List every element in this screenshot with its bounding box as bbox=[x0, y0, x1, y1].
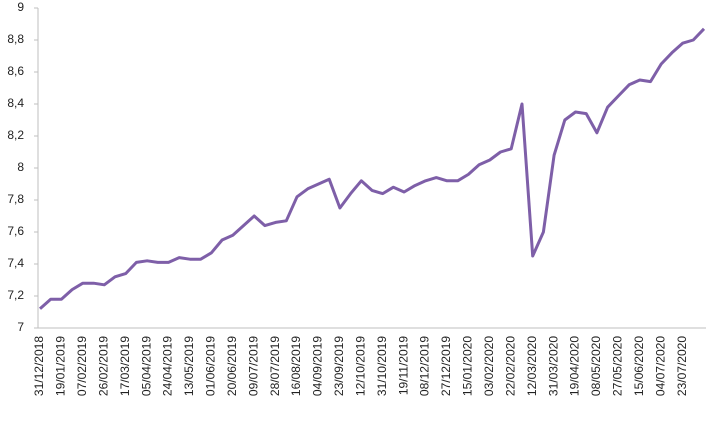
x-tick-label: 31/03/2020 bbox=[546, 336, 560, 396]
x-tick-label: 19/11/2019 bbox=[396, 336, 410, 395]
x-tick-label: 27/12/2019 bbox=[439, 336, 453, 396]
y-tick-label: 7,4 bbox=[7, 256, 24, 270]
x-tick-label: 16/08/2019 bbox=[289, 336, 303, 396]
x-tick-label: 23/09/2019 bbox=[332, 336, 346, 396]
x-tick-label: 31/12/2018 bbox=[32, 336, 46, 396]
x-tick-label: 04/09/2019 bbox=[311, 336, 325, 396]
y-tick-label: 7,2 bbox=[7, 288, 24, 302]
y-tick-label: 7,6 bbox=[7, 224, 24, 238]
x-tick-label: 12/03/2020 bbox=[525, 336, 539, 396]
x-tick-label: 12/10/2019 bbox=[353, 336, 367, 396]
line-series bbox=[38, 27, 706, 310]
x-tick-label: 19/01/2019 bbox=[54, 336, 68, 396]
x-tick-label: 19/04/2020 bbox=[568, 336, 582, 396]
x-tick-label: 08/12/2019 bbox=[418, 336, 432, 396]
x-tick-label: 20/06/2019 bbox=[225, 336, 239, 396]
x-tick-label: 01/06/2019 bbox=[204, 336, 218, 396]
x-tick-label: 24/04/2019 bbox=[161, 336, 175, 396]
y-tick-label: 9 bbox=[17, 0, 24, 14]
x-tick-label: 13/05/2019 bbox=[182, 336, 196, 396]
x-tick-label: 04/07/2020 bbox=[653, 336, 667, 396]
x-tick-label: 03/02/2020 bbox=[482, 336, 496, 396]
x-tick-label: 23/07/2020 bbox=[675, 336, 689, 396]
x-tick-label: 15/01/2020 bbox=[461, 336, 475, 396]
y-tick-label: 8 bbox=[17, 160, 24, 174]
x-tick-label: 31/10/2019 bbox=[375, 336, 389, 396]
x-tick-label: 08/05/2020 bbox=[589, 336, 603, 396]
x-tick-label: 09/07/2019 bbox=[246, 336, 260, 396]
y-tick-label: 8,2 bbox=[7, 128, 24, 142]
y-tick-label: 8,8 bbox=[7, 32, 24, 46]
x-tick-label: 15/06/2020 bbox=[632, 336, 646, 396]
x-tick-label: 26/02/2019 bbox=[96, 336, 110, 396]
y-tick-label: 8,6 bbox=[7, 64, 24, 78]
x-tick-label: 17/03/2019 bbox=[118, 336, 132, 396]
x-tick-label: 28/07/2019 bbox=[268, 336, 282, 396]
x-tick-label: 05/04/2019 bbox=[139, 336, 153, 396]
x-tick-label: 07/02/2019 bbox=[75, 336, 89, 396]
y-tick-label: 8,4 bbox=[7, 96, 24, 110]
y-tick-label: 7 bbox=[17, 320, 24, 334]
x-tick-label: 27/05/2020 bbox=[611, 336, 625, 396]
x-tick-label: 22/02/2020 bbox=[503, 336, 517, 396]
y-tick-label: 7,8 bbox=[7, 192, 24, 206]
